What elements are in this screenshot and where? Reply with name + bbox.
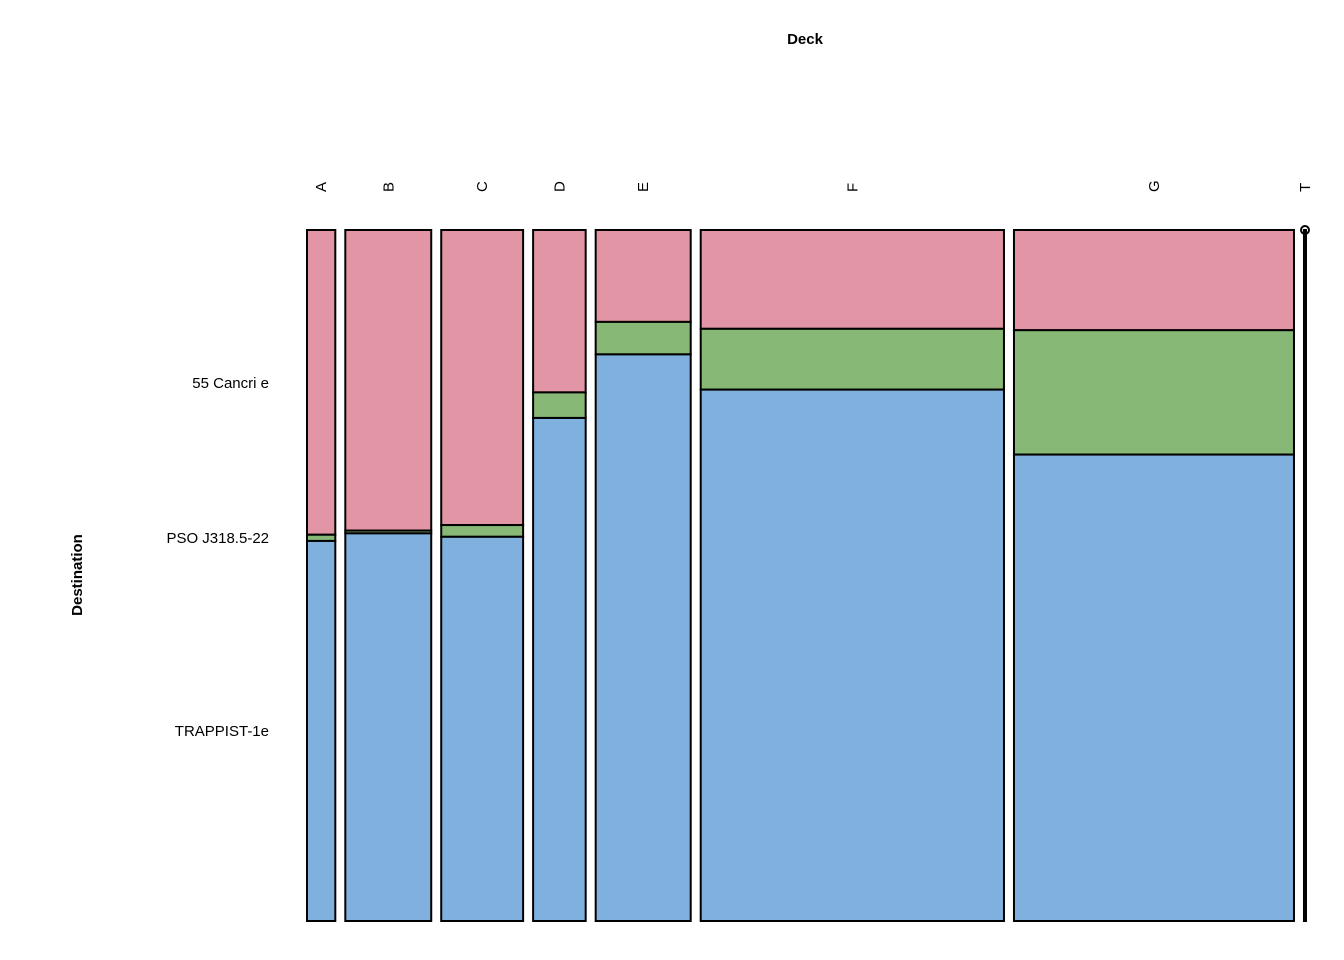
x-tick-label: T <box>1297 183 1314 192</box>
tile-G-3 <box>1012 453 1295 922</box>
x-tick-label: G <box>1146 180 1163 192</box>
tile-F-3 <box>699 388 1005 923</box>
x-tick-label: B <box>380 182 397 192</box>
y-tick-label: 55 Cancri e <box>192 375 269 392</box>
tile-E-3 <box>594 353 692 922</box>
x-tick-label: A <box>313 182 330 192</box>
tile-C-1 <box>440 229 525 527</box>
tile-D-1 <box>532 229 587 394</box>
y-tick-labels: 55 Cancri e PSO J318.5-22 TRAPPIST-1e <box>166 375 269 740</box>
tile-A-3 <box>306 539 337 922</box>
mosaic-tiles <box>306 225 1310 923</box>
y-axis-label: Destination <box>69 534 86 616</box>
tile-F-2 <box>699 327 1005 391</box>
tile-G-1 <box>1012 229 1295 332</box>
y-tick-label: PSO J318.5-22 <box>166 530 269 547</box>
y-tick-label: TRAPPIST-1e <box>175 723 269 740</box>
tile-T-3 <box>1302 229 1308 922</box>
tile-E-1 <box>594 229 692 323</box>
tile-F-1 <box>699 229 1005 330</box>
tile-D-3 <box>532 416 587 922</box>
chart-title: Deck <box>787 31 824 48</box>
tile-D-2 <box>532 391 587 419</box>
x-tick-label: F <box>844 183 861 192</box>
tile-E-2 <box>594 320 692 356</box>
tile-B-3 <box>344 532 433 922</box>
x-tick-label: C <box>474 181 491 192</box>
tile-A-1 <box>306 229 337 536</box>
tile-C-3 <box>440 535 525 923</box>
tile-C-2 <box>440 524 525 538</box>
x-tick-label: E <box>635 182 652 192</box>
tile-G-2 <box>1012 329 1295 456</box>
tile-B-1 <box>344 229 433 532</box>
tile-T-marker <box>1300 225 1310 235</box>
x-tick-label: D <box>551 181 568 192</box>
